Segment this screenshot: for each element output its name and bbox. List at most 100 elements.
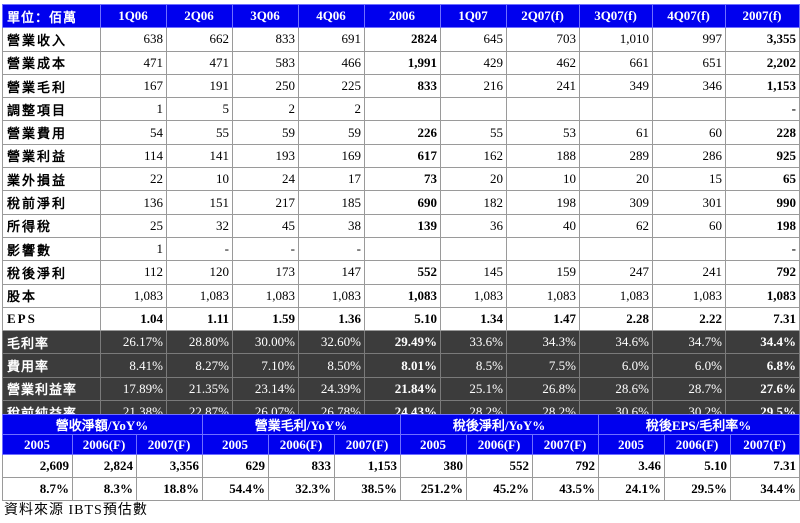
table-cell: 583 xyxy=(232,50,299,75)
table-cell xyxy=(364,97,441,122)
summary-year-header: 2007(F) xyxy=(334,434,402,455)
table-cell xyxy=(506,97,580,122)
summary-value: 380 xyxy=(400,454,468,478)
ratio-cell: 34.4% xyxy=(725,330,800,355)
summary-yoy: 251.2% xyxy=(400,477,468,501)
table-row: 營業毛利 167 191 250 225 833 216 241 349 346 1,153 xyxy=(2,73,800,99)
table-cell: 1,083 xyxy=(440,283,507,308)
row-label: 營業成本 xyxy=(2,50,101,75)
summary-value: 792 xyxy=(532,454,600,478)
summary-yoy: 38.5% xyxy=(334,477,402,501)
table-cell: 1 xyxy=(100,236,167,262)
table-cell: 990 xyxy=(725,190,800,215)
table-cell: 471 xyxy=(100,50,167,75)
table-cell: 216 xyxy=(440,73,507,99)
table-cell: 159 xyxy=(506,260,580,285)
table-cell: 691 xyxy=(298,27,365,52)
table-cell: 250 xyxy=(232,73,299,99)
row-label: EPS xyxy=(2,306,101,332)
summary-group-header: 稅後淨利/YoY% xyxy=(400,414,600,435)
table-cell: 217 xyxy=(232,190,299,215)
table-cell: 7.31 xyxy=(725,306,800,332)
table-cell: 145 xyxy=(440,260,507,285)
table-cell: 1.47 xyxy=(506,306,580,332)
table-cell: 466 xyxy=(298,50,365,75)
financial-table: 單位：佰萬 1Q06 2Q06 3Q06 4Q06 2006 1Q07 2Q07(f) 3Q07… xyxy=(2,3,800,448)
table-cell: 60 xyxy=(652,213,726,238)
table-cell: 25 xyxy=(100,213,167,238)
table-row: 營業成本 471 471 583 466 1,991 429 462 661 651 2,202 xyxy=(2,50,800,75)
table-cell: 1,083 xyxy=(232,283,299,308)
table-cell xyxy=(579,97,653,122)
table-cell: 59 xyxy=(298,120,365,145)
table-cell: 286 xyxy=(652,143,726,169)
table-cell: 198 xyxy=(725,213,800,238)
table-cell: 40 xyxy=(506,213,580,238)
summary-table: 營收淨額/YoY% 營業毛利/YoY% 稅後淨利/YoY% 稅後EPS/毛利率% 200… xyxy=(1,414,800,501)
table-cell: 997 xyxy=(652,27,726,52)
table-cell: 1.04 xyxy=(100,306,167,332)
table-row: 營業收入 638 662 833 691 2824 645 703 1,010 997 3,355 xyxy=(2,27,800,52)
ratio-row: 營業利益率 17.89% 21.35% 23.14% 24.39% 21.84% 25.1%… xyxy=(2,376,800,402)
summary-year-header: 2007(F) xyxy=(135,434,204,455)
row-label: 營業毛利 xyxy=(2,73,101,99)
summary-year-header: 2006(F) xyxy=(466,434,534,455)
summary-yoy: 18.8% xyxy=(135,477,204,501)
table-cell: 10 xyxy=(166,167,233,192)
summary-yoy-row: 8.7% 8.3% 18.8% 54.4% 32.3% 38.5% 251.2% 45.2% 4… xyxy=(2,477,800,501)
summary-year-header: 2005 xyxy=(400,434,468,455)
ratio-cell: 21.84% xyxy=(364,376,441,402)
table-cell: 2,202 xyxy=(725,50,800,75)
table-cell: 638 xyxy=(100,27,167,52)
table-cell: 151 xyxy=(166,190,233,215)
unit-label: 單位：佰萬 xyxy=(2,3,101,29)
ratio-cell: 26.8% xyxy=(506,376,580,402)
table-row: 調整項目 1 5 2 2- xyxy=(2,97,800,122)
table-cell: 24 xyxy=(232,167,299,192)
table-cell: 198 xyxy=(506,190,580,215)
ratio-cell: 23.14% xyxy=(232,376,299,402)
table-cell: 661 xyxy=(579,50,653,75)
table-cell: 141 xyxy=(166,143,233,169)
table-cell: 228 xyxy=(725,120,800,145)
table-cell: 349 xyxy=(579,73,653,99)
row-label: 稅前淨利 xyxy=(2,190,101,215)
ratio-label: 費用率 xyxy=(2,353,101,378)
table-cell: 645 xyxy=(440,27,507,52)
table-cell: 173 xyxy=(232,260,299,285)
table-cell: 54 xyxy=(100,120,167,145)
table-cell: - xyxy=(232,236,299,262)
table-cell: 462 xyxy=(506,50,580,75)
table-cell: 73 xyxy=(364,167,441,192)
summary-value: 2,609 xyxy=(2,454,73,478)
summary-yoy: 43.5% xyxy=(532,477,600,501)
summary-value: 1,153 xyxy=(334,454,402,478)
source-note: 資料來源 IBTS預估數 xyxy=(4,503,148,518)
summary-year-row: 2005 2006(F) 2007(F) 2005 2006(F) 2007(F) 2005… xyxy=(2,434,800,455)
summary-group-header: 稅後EPS/毛利率% xyxy=(598,414,800,435)
column-header: 2Q06 xyxy=(166,3,233,29)
summary-yoy: 8.3% xyxy=(72,477,137,501)
column-header: 2006 xyxy=(364,3,441,29)
table-cell: 17 xyxy=(298,167,365,192)
column-header: 1Q06 xyxy=(100,3,167,29)
table-cell: 2 xyxy=(232,97,299,122)
table-cell: - xyxy=(725,97,800,122)
summary-yoy: 8.7% xyxy=(2,477,73,501)
ratio-cell: 6.8% xyxy=(725,353,800,378)
table-header-row: 單位：佰萬 1Q06 2Q06 3Q06 4Q06 2006 1Q07 2Q07(f) 3Q07… xyxy=(2,3,800,29)
summary-year-header: 2006(F) xyxy=(268,434,336,455)
table-cell: 120 xyxy=(166,260,233,285)
table-cell: 65 xyxy=(725,167,800,192)
table-cell: - xyxy=(166,236,233,262)
ratio-row: 毛利率 26.17% 28.80% 30.00% 32.60% 29.49% 33.6% 34… xyxy=(2,330,800,355)
summary-year-header: 2005 xyxy=(598,434,666,455)
summary-value: 5.10 xyxy=(664,454,732,478)
table-cell: 309 xyxy=(579,190,653,215)
column-header: 3Q06 xyxy=(232,3,299,29)
ratio-cell: 28.6% xyxy=(579,376,653,402)
row-label: 營業費用 xyxy=(2,120,101,145)
row-label: 調整項目 xyxy=(2,97,101,122)
table-cell: 62 xyxy=(579,213,653,238)
